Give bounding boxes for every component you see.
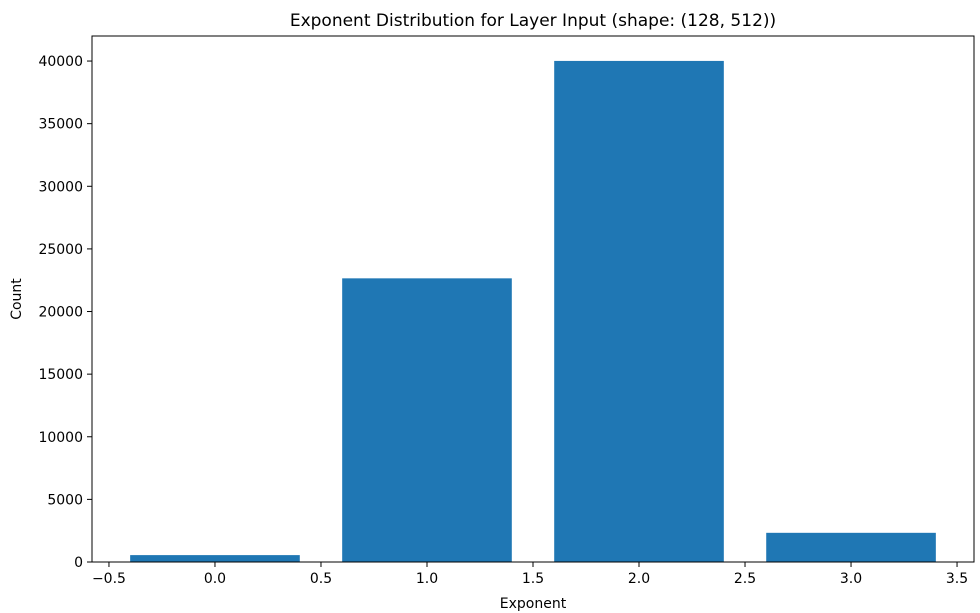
plot-area: −0.5 0.0 0.5 1.0 1.5 2.0 2.5 3.0 3.5 0 5000 10000 15… bbox=[38, 35, 975, 587]
bar-3 bbox=[766, 532, 936, 562]
y-axis-label: Count bbox=[9, 278, 25, 320]
y-tick-label: 35000 bbox=[38, 117, 83, 133]
x-tick-label: 1.0 bbox=[416, 571, 438, 587]
x-tick-label: 0.5 bbox=[310, 571, 332, 587]
y-tick-label: 20000 bbox=[38, 305, 83, 321]
y-tick-label: 15000 bbox=[38, 367, 83, 383]
y-tick-label: 5000 bbox=[47, 492, 83, 508]
x-tick-label: 3.0 bbox=[840, 571, 862, 587]
y-tick-label: 30000 bbox=[38, 179, 83, 195]
x-tick-label: 3.5 bbox=[946, 571, 968, 587]
x-axis-label: Exponent bbox=[500, 596, 567, 612]
x-tick-label: 2.5 bbox=[734, 571, 756, 587]
chart-title: Exponent Distribution for Layer Input (s… bbox=[290, 11, 776, 31]
y-tick-label: 10000 bbox=[38, 430, 83, 446]
bar-1 bbox=[342, 278, 512, 562]
plot-frame bbox=[91, 35, 975, 563]
x-tick-label: 1.5 bbox=[522, 571, 544, 587]
y-tick-label: 25000 bbox=[38, 242, 83, 258]
bar-2 bbox=[554, 60, 724, 563]
x-tick-label: 0.0 bbox=[204, 571, 226, 587]
x-tick-label: −0.5 bbox=[92, 571, 126, 587]
bar-0 bbox=[130, 555, 300, 562]
x-tick-label: 2.0 bbox=[628, 571, 650, 587]
y-tick-label: 40000 bbox=[38, 54, 83, 70]
y-tick-label: 0 bbox=[74, 555, 83, 571]
